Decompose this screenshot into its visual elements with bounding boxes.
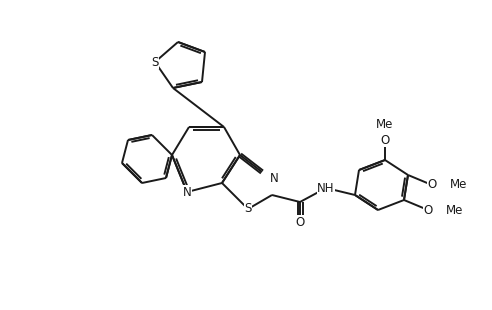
Text: O: O [424,203,432,216]
Text: Me: Me [376,118,394,131]
Text: O: O [428,179,436,192]
Text: O: O [295,215,305,228]
Text: S: S [245,202,252,215]
Text: NH: NH [317,181,335,194]
Text: Me: Me [446,203,463,216]
Text: O: O [380,134,390,147]
Text: Me: Me [450,179,467,192]
Text: S: S [152,55,159,69]
Text: N: N [270,171,279,184]
Text: N: N [183,185,191,198]
